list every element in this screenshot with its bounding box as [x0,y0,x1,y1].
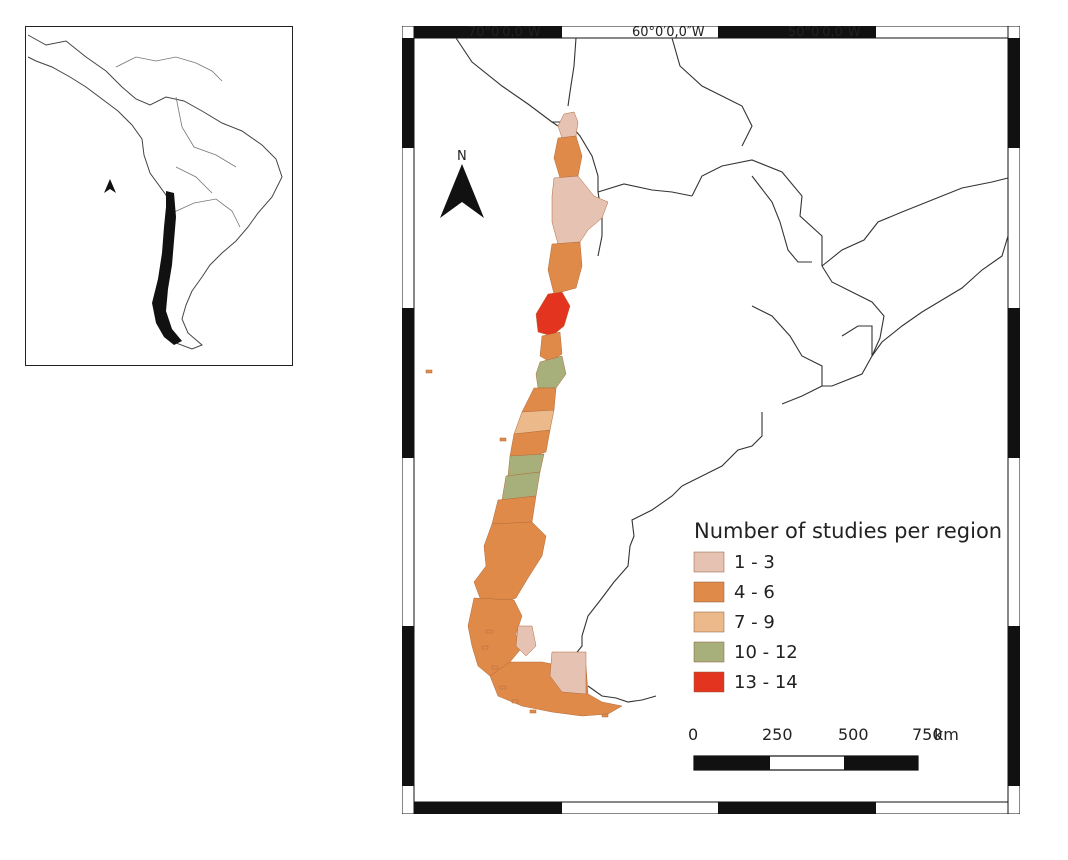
scale-tick-label: 250 [762,725,793,744]
country-borders [455,37,1009,703]
legend-swatch [693,671,725,693]
map-frame [401,25,1021,815]
chile-island [481,645,489,650]
chile-region [551,175,609,245]
scale-tick-label: 750 [912,725,943,744]
inset-chile-highlight [152,191,182,345]
chile-island [511,699,519,704]
inset-locator-map [25,26,293,366]
chile-island [491,665,499,670]
legend-label: 7 - 9 [734,612,775,633]
chile-region [489,661,623,717]
north-arrow-icon [440,164,484,218]
legend-swatch [693,611,725,633]
chile-region [515,625,537,657]
scale-tick-label: 500 [838,725,869,744]
legend-label: 10 - 12 [734,642,798,663]
chile-island [485,629,493,634]
chile-region [501,471,541,501]
chile-region [549,651,587,695]
chile-island [529,709,537,714]
chile-region [547,241,583,295]
chile-region [535,291,571,337]
legend-title: Number of studies per region [694,519,1002,543]
legend-swatch [693,581,725,603]
legend: Number of studies per region 1 - 3 4 - 6 7… [693,519,1002,693]
chile-region [553,135,583,179]
inset-north-arrow-icon [104,179,116,193]
legend-label: 13 - 14 [734,672,798,693]
chile-island [425,369,433,374]
chile-island [499,685,507,690]
north-arrow: N [440,149,484,218]
legend-swatch [693,551,725,573]
inset-continent-outline [27,34,283,350]
longitude-label-top: 60°0′0,0″W [632,26,705,40]
longitude-label-top: 70°0′0,0″W [468,26,541,40]
longitude-label-top: 50°0′0,0″W [788,26,861,40]
main-map: N 70°0′0,0″W70°0′0,0″W60°0′0,0″W60°0′0,0… [381,25,1045,830]
scale-unit-label: km [934,725,959,744]
chile-regions [425,111,623,718]
legend-label: 4 - 6 [734,582,775,603]
chile-island [499,437,507,442]
chile-island [601,713,609,718]
legend-label: 1 - 3 [734,552,775,573]
scale-tick-label: 0 [688,725,698,744]
north-arrow-label: N [457,149,467,164]
legend-swatch [693,641,725,663]
